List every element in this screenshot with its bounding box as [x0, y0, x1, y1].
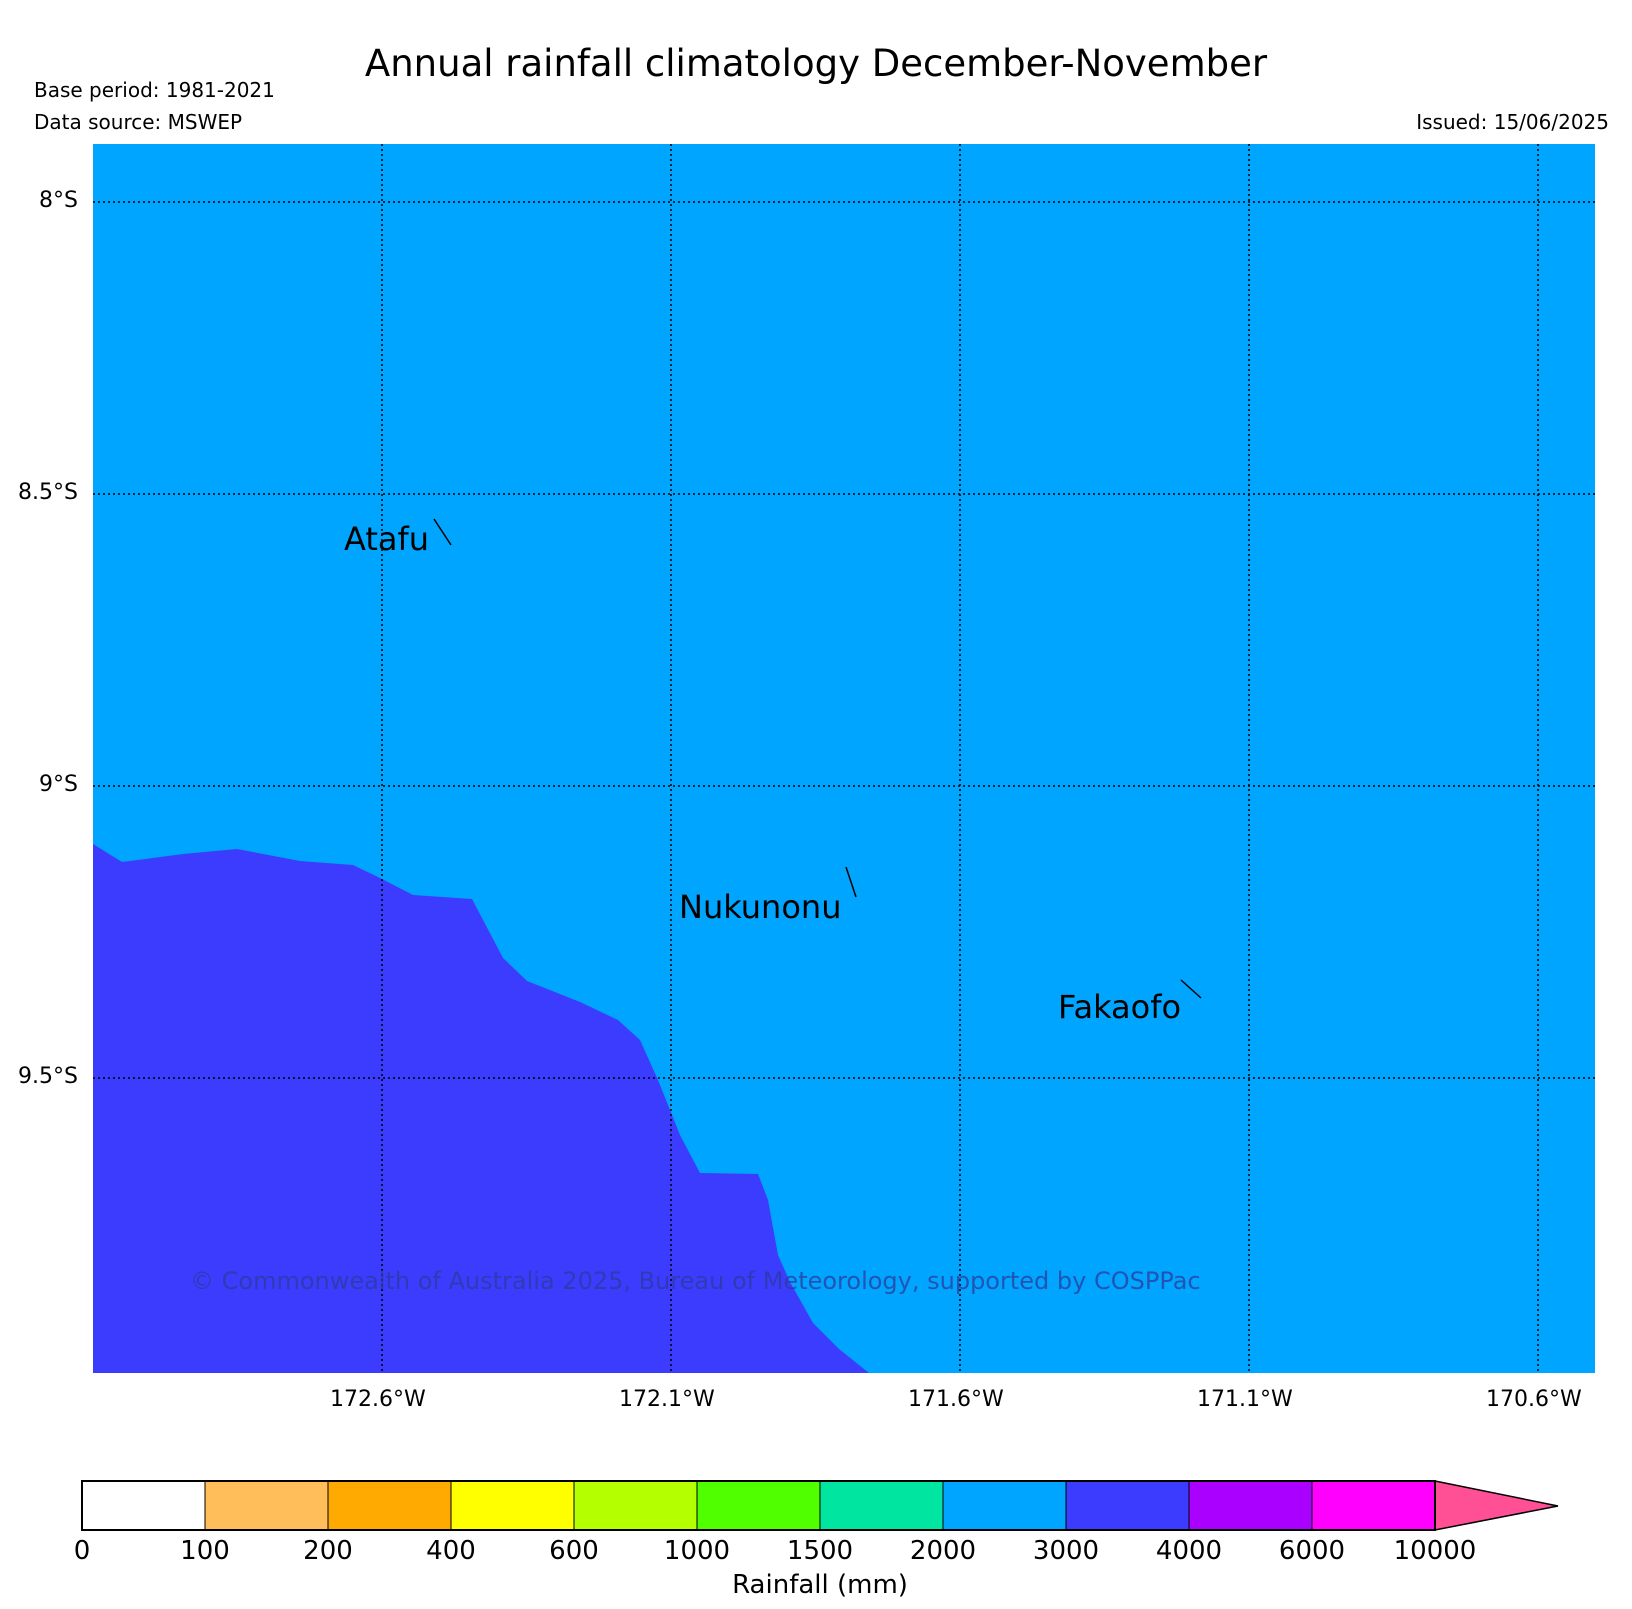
issued-date-label: Issued: 15/06/2025: [1416, 110, 1609, 134]
colorbar-segment: [696, 1480, 821, 1531]
colorbar-segment: [942, 1480, 1067, 1531]
place-label-atafu: Atafu: [344, 520, 430, 558]
colorbar-tick-label: 1500: [786, 1536, 854, 1566]
lon-label: 172.1°W: [619, 1387, 715, 1412]
colorbar-tick-label: 3000: [1032, 1536, 1100, 1566]
colorbar-segment: [819, 1480, 944, 1531]
colorbar-tick-label: 4000: [1155, 1536, 1223, 1566]
lon-label: 171.1°W: [1197, 1387, 1293, 1412]
atafu-island-outline: [433, 518, 452, 546]
colorbar-tick-label: 6000: [1278, 1536, 1346, 1566]
colorbar-tick-label: 0: [73, 1536, 91, 1566]
place-label-fakaofo: Fakaofo: [1058, 988, 1182, 1026]
colorbar-frame: [81, 1480, 1436, 1531]
colorbar-segment: [450, 1480, 575, 1531]
island-markers: [433, 518, 1202, 999]
colorbar-segment: [573, 1480, 698, 1531]
chart-title: Annual rainfall climatology December-Nov…: [364, 42, 1268, 85]
base-period-label: Base period: 1981-2021: [34, 78, 275, 102]
colorbar-tick-label: 10000: [1393, 1536, 1477, 1566]
colorbar-tick-label: 600: [549, 1536, 599, 1566]
colorbar-segment: [1188, 1480, 1313, 1531]
copyright-notice: © Commonwealth of Australia 2025, Bureau…: [190, 1267, 1201, 1295]
colorbar-extend-arrow: [1434, 1480, 1559, 1531]
lon-label: 171.6°W: [908, 1387, 1004, 1412]
colorbar-tick-label: 200: [303, 1536, 353, 1566]
lon-label: 172.6°W: [330, 1387, 426, 1412]
colorbar-segment: [81, 1480, 206, 1531]
colorbar-segment: [1065, 1480, 1190, 1531]
lat-label: 9.5°S: [18, 1064, 78, 1089]
fakaofo-island-outline: [1180, 979, 1202, 999]
lon-label: 170.6°W: [1486, 1387, 1582, 1412]
lat-label: 8°S: [39, 188, 78, 213]
place-label-nukunonu: Nukunonu: [679, 888, 842, 926]
colorbar-label: Rainfall (mm): [732, 1570, 908, 1600]
rainfall-band-3000-4000: [93, 844, 869, 1373]
lat-label: 9°S: [39, 772, 78, 797]
data-source-label: Data source: MSWEP: [34, 110, 243, 134]
colorbar-tick-label: 400: [426, 1536, 476, 1566]
colorbar-tick-label: 1000: [663, 1536, 731, 1566]
colorbar-tick-label: 100: [180, 1536, 230, 1566]
colorbar-tick-label: 2000: [909, 1536, 977, 1566]
lat-label: 8.5°S: [18, 480, 78, 505]
graticule: [93, 144, 1595, 1373]
nukunonu-island-outline: [845, 866, 857, 898]
colorbar-segment: [327, 1480, 452, 1531]
colorbar-segment: [204, 1480, 329, 1531]
colorbar-segment: [1311, 1480, 1436, 1531]
